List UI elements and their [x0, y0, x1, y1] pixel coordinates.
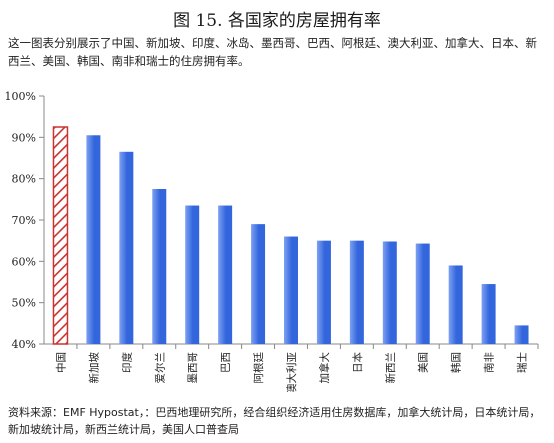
- x-tick-label: 瑞士: [516, 352, 529, 373]
- bar: [349, 240, 364, 344]
- chart-area: 40% 50% 60% 70% 80% 90% 100% 中国 新加坡 印度 爱尔兰 墨西哥 巴西 阿根廷…: [0, 82, 554, 392]
- y-tick-label: 40%: [12, 338, 36, 351]
- x-tick-label: 韩国: [450, 352, 463, 373]
- y-tick-label: 60%: [12, 255, 36, 268]
- bar: [448, 265, 463, 344]
- bar: [152, 189, 167, 344]
- y-tick-label: 50%: [12, 297, 36, 310]
- bar: [415, 243, 430, 344]
- bar: [119, 151, 134, 344]
- bar: [251, 224, 266, 344]
- source-note: 资料来源：EMF Hypostat，：巴西地理研究所，经合组织经济适用住房数据库…: [8, 406, 541, 436]
- x-tick-label: 南非: [483, 352, 496, 373]
- chart-description: 这一图表分别展示了中国、新加坡、印度、冰岛、墨西哥、巴西、阿根廷、澳大利亚、加拿…: [8, 36, 537, 68]
- y-tick-label: 90%: [12, 131, 36, 144]
- x-tick-label: 墨西哥: [187, 352, 199, 384]
- bar: [218, 205, 233, 344]
- x-tick-label: 日本: [351, 352, 364, 373]
- x-tick-label: 印度: [120, 352, 133, 373]
- y-tick-label: 70%: [12, 214, 36, 227]
- bar: [316, 240, 331, 344]
- x-tick-label: 爱尔兰: [153, 352, 166, 384]
- bar: [185, 205, 200, 344]
- x-tick-label: 加拿大: [318, 352, 331, 384]
- y-tick-label: 80%: [12, 173, 36, 186]
- bar: [481, 284, 496, 344]
- bar-chart: 40% 50% 60% 70% 80% 90% 100% 中国 新加坡 印度 爱尔兰 墨西哥 巴西 阿根廷…: [5, 90, 539, 392]
- bar: [86, 135, 101, 344]
- x-tick-label: 美国: [417, 352, 430, 373]
- x-tick-label: 阿根廷: [252, 352, 265, 384]
- y-tick-label: 100%: [5, 90, 36, 103]
- x-tick-label: 新西兰: [384, 352, 397, 384]
- bar: [514, 325, 529, 344]
- x-tick-label: 澳大利亚: [285, 352, 298, 392]
- x-tick-label: 中国: [54, 352, 67, 373]
- bar-highlight: [52, 126, 69, 345]
- chart-title: 图 15. 各国家的房屋拥有率: [173, 11, 381, 31]
- bar: [382, 241, 397, 344]
- bar: [284, 236, 298, 344]
- x-tick-label: 巴西: [220, 352, 232, 373]
- x-tick-label: 新加坡: [87, 352, 100, 384]
